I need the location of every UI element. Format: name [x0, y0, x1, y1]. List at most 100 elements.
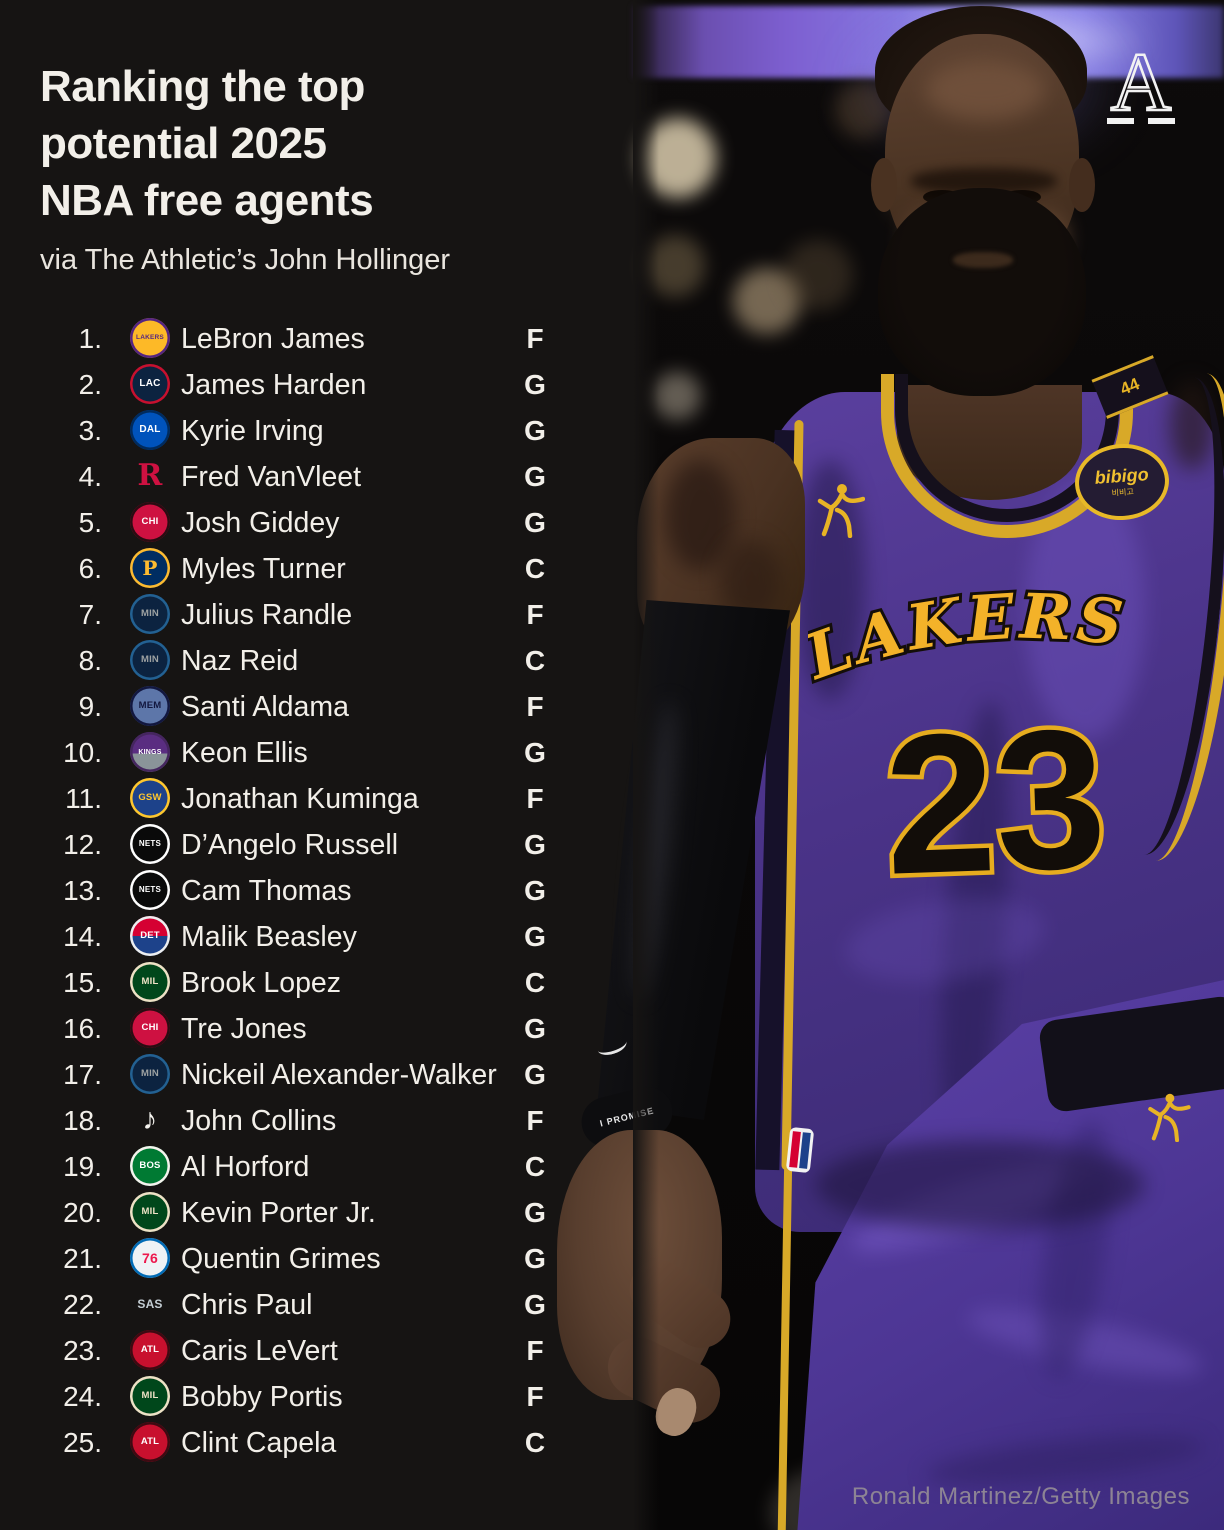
team-logo-label: CHI: [141, 1022, 159, 1034]
bucks-logo: MIL: [130, 1376, 170, 1416]
position-badge: G: [524, 461, 546, 492]
position-badge: G: [524, 369, 546, 400]
position-badge: G: [524, 1243, 546, 1274]
ear: [871, 158, 897, 212]
title-line-1: Ranking the top: [40, 62, 365, 111]
team-logo-label: BOS: [139, 1160, 161, 1172]
rockets-logo: R: [130, 456, 170, 496]
player-name: Julius Randle: [181, 599, 353, 631]
rank-number: 3.: [78, 415, 102, 446]
player-row: 22. SAS Chris Paul G: [0, 1281, 632, 1327]
bulls-logo: CHI: [130, 1008, 170, 1048]
position-badge: G: [524, 507, 546, 538]
position-badge: F: [526, 691, 544, 722]
position-badge: C: [524, 1427, 546, 1458]
rank-number: 6.: [78, 553, 102, 584]
title-line-3: NBA free agents: [40, 176, 374, 225]
forehead-highlight: [925, 60, 1045, 120]
spurs-logo: SAS: [130, 1284, 170, 1324]
team-logo-label: LAKERS: [136, 333, 164, 341]
rank-number: 22.: [63, 1289, 102, 1320]
team-logo-label: MIL: [141, 976, 159, 988]
player-name: Quentin Grimes: [181, 1243, 381, 1275]
player-row: 21. 76 Quentin Grimes G: [0, 1235, 632, 1281]
position-badge: G: [524, 829, 546, 860]
team-logo-label: SAS: [137, 1297, 163, 1311]
jumpman-logo: [1148, 1093, 1191, 1142]
rank-number: 21.: [63, 1243, 102, 1274]
team-logo-label: MIL: [141, 1390, 159, 1402]
ranking-panel: Ranking the top potential 2025 NBA free …: [0, 62, 632, 1465]
player-row: 14. DET Malik Beasley G: [0, 913, 632, 959]
position-badge: F: [526, 1335, 544, 1366]
player-row: 18. ♪ John Collins F: [0, 1097, 632, 1143]
player-name: Caris LeVert: [181, 1335, 338, 1367]
team-logo-label: P: [142, 556, 158, 580]
player-name: James Harden: [181, 369, 367, 401]
player-name: Brook Lopez: [181, 967, 342, 999]
hawks-logo: ATL: [130, 1330, 170, 1370]
position-badge: G: [524, 1197, 546, 1228]
jersey-number-glyphs: 23: [881, 687, 1109, 907]
player-row: 20. MIL Kevin Porter Jr. G: [0, 1189, 632, 1235]
player-row: 19. BOS Al Horford C: [0, 1143, 632, 1189]
rank-number: 9.: [78, 691, 102, 722]
position-badge: G: [524, 921, 546, 952]
position-badge: C: [524, 553, 546, 584]
player-name: Bobby Portis: [181, 1381, 343, 1413]
team-logo-label: DET: [140, 930, 160, 942]
player-name: John Collins: [181, 1105, 337, 1137]
rank-number: 24.: [63, 1381, 102, 1412]
jersey-number: 23: [877, 683, 1114, 907]
player-name: Al Horford: [181, 1151, 310, 1183]
photo-credit: Ronald Martinez/Getty Images: [851, 1483, 1190, 1510]
lakers-logo: LAKERS: [130, 318, 170, 358]
position-badge: F: [526, 1105, 544, 1136]
player-row: 23. ATL Caris LeVert F: [0, 1327, 632, 1373]
mavericks-logo: DAL: [130, 410, 170, 450]
bokeh-light: [733, 268, 801, 334]
warriors-logo: GSW: [130, 778, 170, 818]
position-badge: G: [524, 1013, 546, 1044]
player-row: 4. R Fred VanVleet G: [0, 453, 632, 499]
mustache-gap: [953, 252, 1013, 268]
player-name: Chris Paul: [181, 1289, 313, 1321]
player-row: 24. MIL Bobby Portis F: [0, 1373, 632, 1419]
rank-number: 17.: [63, 1059, 102, 1090]
collar-number: 44: [1117, 374, 1143, 399]
sponsor-text: bibigo: [1093, 464, 1150, 488]
jazz-logo: ♪: [130, 1100, 170, 1140]
player-name: Santi Aldama: [181, 691, 349, 723]
player-row: 17. MIN Nickeil Alexander-Walker G: [0, 1051, 632, 1097]
svg-text:LAKERS: LAKERS: [808, 579, 1131, 694]
position-badge: C: [524, 967, 546, 998]
jumpman-logo: [817, 484, 865, 538]
rank-number: 2.: [78, 369, 102, 400]
title-line-2: potential 2025: [40, 119, 327, 168]
position-badge: C: [524, 645, 546, 676]
player-name: Myles Turner: [181, 553, 346, 585]
team-logo-label: ATL: [140, 1344, 160, 1356]
team-logo-label: ATL: [140, 1436, 160, 1448]
position-badge: G: [524, 1059, 546, 1090]
player-name: Cam Thomas: [181, 875, 352, 907]
player-name: Jonathan Kuminga: [181, 783, 419, 815]
player-ranking-list: 1. LAKERS LeBron James F 2. LAC James Ha…: [0, 315, 632, 1465]
rank-number: 13.: [63, 875, 102, 906]
timberwolves-logo: MIN: [130, 594, 170, 634]
jersey-team-text: LAKERS: [808, 576, 1131, 697]
position-badge: F: [526, 783, 544, 814]
player-row: 3. DAL Kyrie Irving G: [0, 407, 632, 453]
rank-number: 14.: [63, 921, 102, 952]
rank-number: 15.: [63, 967, 102, 998]
rank-number: 18.: [63, 1105, 102, 1136]
player-row: 25. ATL Clint Capela C: [0, 1419, 632, 1465]
rank-number: 23.: [63, 1335, 102, 1366]
player-row: 11. GSW Jonathan Kuminga F: [0, 775, 632, 821]
celtics-logo: BOS: [130, 1146, 170, 1186]
player-row: 15. MIL Brook Lopez C: [0, 959, 632, 1005]
team-logo-label: ♪: [142, 1103, 158, 1136]
rank-number: 20.: [63, 1197, 102, 1228]
player-name: Kyrie Irving: [181, 415, 324, 447]
timberwolves-logo: MIN: [130, 1054, 170, 1094]
